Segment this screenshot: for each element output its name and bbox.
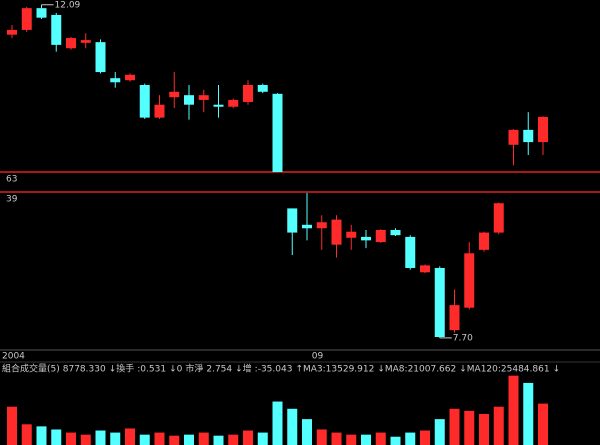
candle-body (66, 38, 76, 49)
volume-bar (7, 406, 17, 445)
annotation: 12.09 (55, 0, 81, 10)
volume-bar (139, 434, 150, 445)
candle-body (51, 14, 62, 45)
volume-header-text: ↓換手 (109, 363, 135, 375)
volume-header-text: :-35.043 (255, 365, 293, 375)
candle-body (508, 129, 519, 145)
candle-body (375, 229, 386, 243)
volume-bar (523, 382, 534, 445)
candle-body (287, 208, 298, 233)
volume-header-text: 2.754 (206, 365, 232, 375)
volume-bar (243, 430, 253, 445)
candle-body (449, 305, 460, 331)
candle-body (184, 95, 194, 105)
volume-bar (184, 434, 194, 445)
candle-body (420, 265, 430, 273)
volume-header-text: ↓MA8:21007.662 (377, 365, 456, 375)
volume-bar (213, 435, 224, 445)
candle-body (523, 129, 534, 143)
candle-body (80, 40, 91, 43)
candle-body (154, 104, 165, 118)
volume-bar (405, 432, 416, 445)
candle-body (479, 232, 489, 250)
x-tick-label: 09 (312, 352, 324, 362)
candle-body (95, 42, 106, 73)
volume-bar (361, 434, 371, 445)
volume-bar (80, 434, 91, 445)
candle-body (36, 8, 47, 18)
volume-header-text: ↓MA120:25484.861 (459, 365, 549, 375)
volume-bar (21, 424, 32, 445)
candle-body (316, 222, 327, 229)
candle-body (434, 267, 445, 338)
candle-body (405, 236, 416, 268)
volume-bar (464, 410, 475, 445)
candle-body (198, 95, 209, 100)
volume-bar (198, 432, 209, 445)
volume-bar (390, 436, 401, 445)
candle-body (361, 236, 371, 241)
candle-body (169, 91, 180, 98)
volume-bar (538, 403, 548, 445)
candle-body (243, 84, 253, 102)
volume-header-text: :0.531 (137, 365, 166, 375)
candle-body (302, 224, 312, 229)
candle-body (228, 99, 239, 107)
volume-bar (257, 432, 268, 445)
volume-bar (228, 434, 239, 445)
volume-bar (36, 426, 47, 445)
candle-body (125, 74, 135, 81)
candle-body (464, 253, 475, 308)
volume-bar (346, 434, 357, 445)
volume-bar (125, 428, 135, 445)
volume-bar (110, 432, 121, 445)
volume-header-text: 市淨 (185, 363, 203, 375)
volume-bar (51, 429, 62, 445)
volume-bar (375, 432, 386, 445)
volume-header-text: ↓增 (235, 363, 252, 375)
volume-bar (508, 375, 519, 445)
candle-body (7, 29, 17, 35)
volume-header-text: ↓0 (169, 365, 183, 375)
volume-bar (316, 429, 327, 445)
volume-bar (66, 432, 76, 445)
break-label: 63 (6, 175, 17, 185)
annotation: 7.70 (453, 333, 473, 343)
candle-body (346, 231, 357, 238)
x-tick-label: 2004 (2, 352, 25, 362)
candle-body (538, 116, 548, 143)
volume-bar (331, 432, 342, 445)
candle-body (213, 104, 224, 107)
volume-bar (95, 430, 106, 445)
volume-bar (302, 419, 312, 445)
volume-bar (169, 435, 180, 445)
break-label: 39 (6, 195, 18, 205)
volume-header-text: ↑MA3:13529.912 (295, 365, 374, 375)
volume-bar (272, 401, 283, 445)
volume-bar (420, 430, 430, 445)
volume-bar (449, 408, 460, 445)
volume-header-text: 組合成交量(5) (2, 363, 60, 375)
volume-header-text: ↓ (553, 365, 561, 375)
volume-bar (434, 419, 445, 445)
volume-bar (287, 408, 298, 445)
candle-body (21, 8, 32, 30)
candle-body (257, 84, 268, 92)
candle-body (390, 229, 401, 236)
volume-bar (479, 413, 489, 445)
volume-bar (154, 432, 165, 445)
candle-body (110, 78, 121, 83)
candle-body (272, 93, 283, 172)
volume-bar (493, 406, 504, 445)
volume-header-text: 8778.330 (63, 365, 106, 375)
candle-body (331, 219, 342, 245)
candle-body (493, 203, 504, 233)
candle-body (139, 84, 150, 118)
